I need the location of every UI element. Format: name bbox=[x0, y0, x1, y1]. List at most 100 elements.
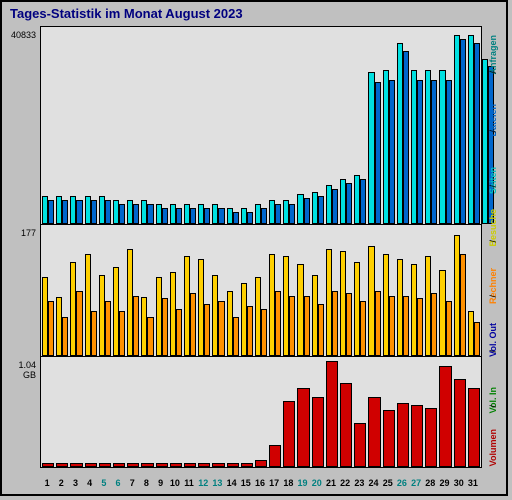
bar bbox=[233, 317, 239, 356]
panel-bot bbox=[41, 357, 481, 467]
bar bbox=[375, 82, 381, 224]
right-label: Seiten bbox=[488, 167, 498, 194]
bar bbox=[275, 204, 281, 224]
bar bbox=[255, 460, 267, 467]
day-label: 7 bbox=[125, 478, 139, 488]
right-label: Anfragen bbox=[488, 35, 498, 75]
bar bbox=[91, 200, 97, 224]
bar bbox=[162, 208, 168, 224]
bar bbox=[184, 463, 196, 467]
bar bbox=[190, 293, 196, 356]
right-labels: Anfragen/Dateien/Seiten/Besuche/Rechner/… bbox=[486, 26, 504, 466]
bar bbox=[113, 463, 125, 467]
panel-mid bbox=[41, 225, 481, 357]
day-label: 17 bbox=[267, 478, 281, 488]
day-label: 30 bbox=[452, 478, 466, 488]
bar bbox=[241, 463, 253, 467]
bar bbox=[431, 80, 437, 224]
day-label: 27 bbox=[409, 478, 423, 488]
bar bbox=[70, 463, 82, 467]
bar bbox=[460, 254, 466, 356]
bar bbox=[346, 183, 352, 224]
bar bbox=[403, 296, 409, 356]
bar bbox=[403, 51, 409, 224]
bar bbox=[389, 296, 395, 356]
bar bbox=[454, 379, 466, 467]
day-label: 11 bbox=[182, 478, 196, 488]
bar bbox=[411, 405, 423, 467]
bar bbox=[147, 204, 153, 224]
bar bbox=[269, 445, 281, 467]
bar bbox=[318, 304, 324, 356]
stats-card: Tages-Statistik im Monat August 2023 408… bbox=[0, 0, 508, 496]
bar bbox=[170, 463, 182, 467]
day-label: 6 bbox=[111, 478, 125, 488]
bar bbox=[176, 309, 182, 356]
bar bbox=[389, 80, 395, 224]
bar bbox=[119, 311, 125, 356]
day-label: 25 bbox=[381, 478, 395, 488]
bar bbox=[431, 293, 437, 356]
bar bbox=[141, 463, 153, 467]
day-label: 26 bbox=[395, 478, 409, 488]
bar bbox=[162, 298, 168, 356]
day-label: 31 bbox=[466, 478, 480, 488]
bar bbox=[304, 198, 310, 224]
bar bbox=[247, 306, 253, 356]
bar bbox=[48, 200, 54, 224]
bar bbox=[91, 311, 97, 356]
bar bbox=[105, 200, 111, 224]
ylabel-bot: 1.04 GB bbox=[4, 360, 36, 380]
bar bbox=[354, 423, 366, 467]
bar bbox=[204, 208, 210, 224]
day-label: 2 bbox=[54, 478, 68, 488]
bar bbox=[312, 397, 324, 467]
day-label: 3 bbox=[68, 478, 82, 488]
bar bbox=[76, 200, 82, 224]
day-label: 20 bbox=[310, 478, 324, 488]
day-label: 4 bbox=[83, 478, 97, 488]
bar bbox=[446, 301, 452, 356]
bar bbox=[283, 401, 295, 467]
bar bbox=[360, 179, 366, 224]
right-label: Vol. In bbox=[488, 387, 498, 413]
bar bbox=[190, 208, 196, 224]
bar bbox=[397, 403, 409, 467]
bar bbox=[417, 80, 423, 224]
plot-area bbox=[40, 26, 482, 468]
day-label: 21 bbox=[324, 478, 338, 488]
chart-title: Tages-Statistik im Monat August 2023 bbox=[2, 2, 506, 25]
day-label: 12 bbox=[196, 478, 210, 488]
bar bbox=[62, 200, 68, 224]
day-label: 8 bbox=[139, 478, 153, 488]
day-label: 10 bbox=[168, 478, 182, 488]
bar bbox=[105, 301, 111, 356]
bar bbox=[468, 388, 480, 467]
bar bbox=[474, 43, 480, 224]
bar bbox=[275, 291, 281, 357]
day-label: 9 bbox=[154, 478, 168, 488]
bar bbox=[383, 410, 395, 467]
bar bbox=[218, 301, 224, 356]
bar bbox=[460, 39, 466, 224]
bar bbox=[42, 463, 54, 467]
bar bbox=[147, 317, 153, 356]
bar bbox=[176, 208, 182, 224]
day-label: 14 bbox=[225, 478, 239, 488]
bar bbox=[326, 361, 338, 467]
bar bbox=[425, 408, 437, 467]
bar bbox=[85, 463, 97, 467]
ylabel-top: 40833 bbox=[4, 30, 36, 40]
day-label: 5 bbox=[97, 478, 111, 488]
bar bbox=[318, 196, 324, 224]
separator: / bbox=[488, 71, 498, 74]
bar bbox=[119, 204, 125, 224]
bar bbox=[304, 296, 310, 356]
bar bbox=[368, 397, 380, 467]
bar bbox=[332, 291, 338, 357]
bar bbox=[218, 208, 224, 224]
bar bbox=[127, 463, 139, 467]
bar bbox=[289, 296, 295, 356]
bar bbox=[99, 463, 111, 467]
bar bbox=[212, 463, 224, 467]
